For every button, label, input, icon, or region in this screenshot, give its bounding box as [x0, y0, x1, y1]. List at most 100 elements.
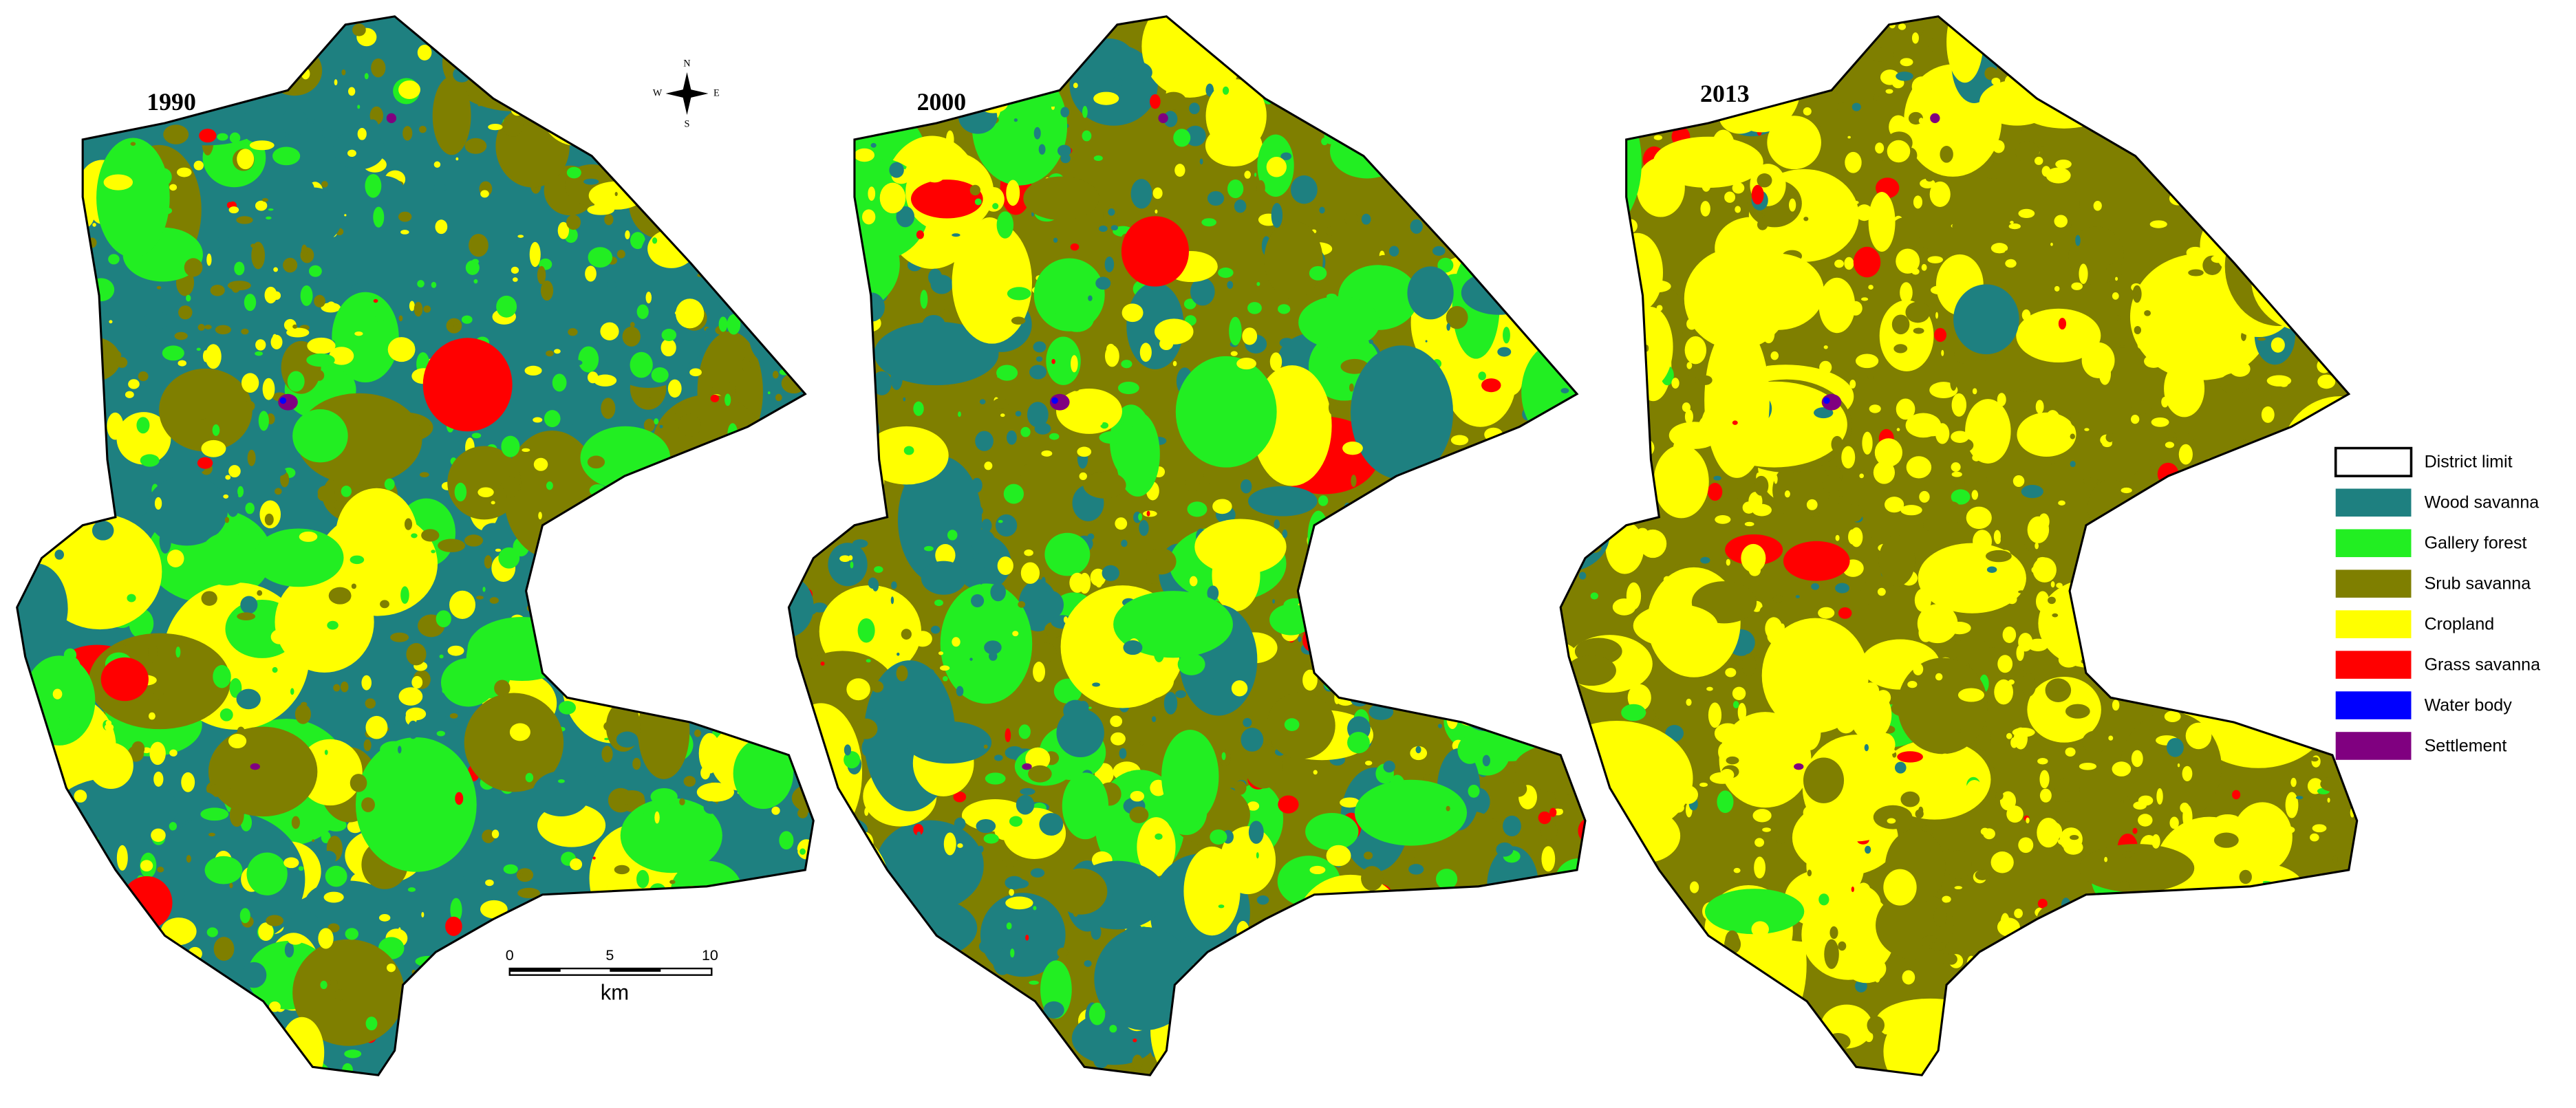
land-patch — [398, 211, 412, 222]
land-patch — [1714, 328, 1729, 339]
land-patch — [509, 723, 530, 741]
land-patch — [1660, 96, 1666, 103]
land-patch — [1706, 975, 1711, 981]
land-patch — [292, 409, 348, 463]
land-patch — [875, 820, 984, 911]
land-patch — [824, 509, 832, 518]
land-patch — [995, 514, 1018, 537]
land-patch — [2050, 581, 2055, 588]
land-patch — [1102, 565, 1119, 581]
land-patch — [1183, 846, 1241, 936]
land-patch — [1025, 934, 1029, 941]
land-patch — [1878, 535, 1915, 587]
land-patch — [543, 624, 551, 633]
land-patch — [1279, 338, 1294, 348]
land-patch — [794, 670, 798, 673]
land-patch — [32, 20, 43, 30]
land-patch — [2248, 838, 2271, 850]
land-patch — [789, 35, 808, 50]
land-patch — [17, 752, 23, 763]
land-patch — [1044, 91, 1062, 107]
land-patch — [913, 823, 924, 836]
land-patch — [1444, 662, 1460, 677]
land-patch — [2010, 221, 2014, 224]
land-patch — [940, 665, 950, 671]
land-patch — [470, 548, 485, 572]
land-patch — [57, 713, 70, 732]
land-patch — [245, 502, 255, 514]
land-patch — [1426, 480, 1436, 488]
land-patch — [200, 807, 229, 821]
land-patch — [990, 583, 1006, 602]
land-patch — [1536, 551, 1555, 572]
land-patch — [899, 1015, 947, 1055]
land-patch — [318, 928, 334, 949]
land-patch — [745, 613, 753, 619]
land-patch — [54, 550, 64, 560]
land-patch — [194, 981, 209, 992]
land-patch — [897, 455, 983, 585]
land-patch — [568, 328, 578, 336]
land-patch — [1759, 605, 1775, 619]
land-patch — [1282, 529, 1288, 539]
land-patch — [768, 16, 814, 127]
land-patch — [23, 871, 46, 891]
land-patch — [320, 980, 328, 990]
land-patch — [2054, 215, 2068, 228]
land-patch — [632, 757, 641, 770]
land-patch — [511, 266, 519, 274]
land-patch — [1567, 1021, 1582, 1039]
land-patch — [237, 612, 256, 620]
land-patch — [71, 28, 106, 77]
land-patch — [1560, 898, 1603, 965]
land-patch — [620, 1008, 636, 1031]
land-patch — [650, 787, 678, 805]
land-patch — [1623, 842, 1632, 848]
land-patch — [64, 862, 74, 871]
land-patch — [288, 935, 303, 945]
land-patch — [1318, 539, 1324, 553]
land-patch — [815, 334, 822, 343]
land-patch — [363, 739, 372, 752]
land-patch — [1975, 869, 1990, 880]
land-patch — [210, 284, 225, 296]
land-patch — [501, 636, 517, 654]
land-patch — [2164, 360, 2205, 417]
land-patch — [741, 1056, 745, 1060]
land-patch — [2246, 167, 2256, 177]
land-patch — [1567, 25, 1576, 32]
land-patch — [1532, 538, 1543, 547]
land-patch — [45, 983, 51, 991]
settlement — [1930, 113, 1940, 123]
land-patch — [934, 599, 943, 607]
land-patch — [1582, 531, 1585, 537]
land-patch — [1006, 430, 1017, 445]
land-patch — [1360, 522, 1367, 534]
land-patch — [634, 215, 720, 367]
land-patch — [2180, 940, 2202, 969]
land-patch — [2021, 484, 2043, 499]
land-patch — [1248, 821, 1264, 844]
land-patch — [2310, 757, 2319, 762]
land-patch — [33, 237, 58, 265]
land-patch — [2037, 1028, 2054, 1048]
land-patch — [539, 981, 544, 987]
land-patch — [2260, 32, 2279, 45]
land-patch — [1560, 52, 1588, 89]
land-patch — [148, 641, 158, 663]
land-patch — [591, 545, 608, 566]
land-patch — [788, 953, 799, 970]
land-patch — [1016, 87, 1024, 92]
land-patch — [2245, 697, 2272, 719]
land-patch — [925, 1059, 946, 1071]
land-patch — [1514, 21, 1526, 33]
land-patch — [380, 600, 389, 609]
land-patch — [684, 465, 696, 485]
land-patch — [2071, 282, 2083, 290]
land-patch — [648, 1020, 656, 1025]
land-patch — [1638, 55, 1646, 64]
land-patch — [735, 63, 749, 73]
land-patch — [1569, 280, 1578, 289]
land-patch — [1523, 624, 1528, 630]
land-patch — [2016, 644, 2024, 662]
